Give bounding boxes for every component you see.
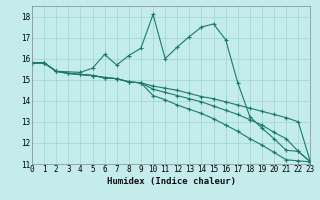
X-axis label: Humidex (Indice chaleur): Humidex (Indice chaleur) [107,177,236,186]
